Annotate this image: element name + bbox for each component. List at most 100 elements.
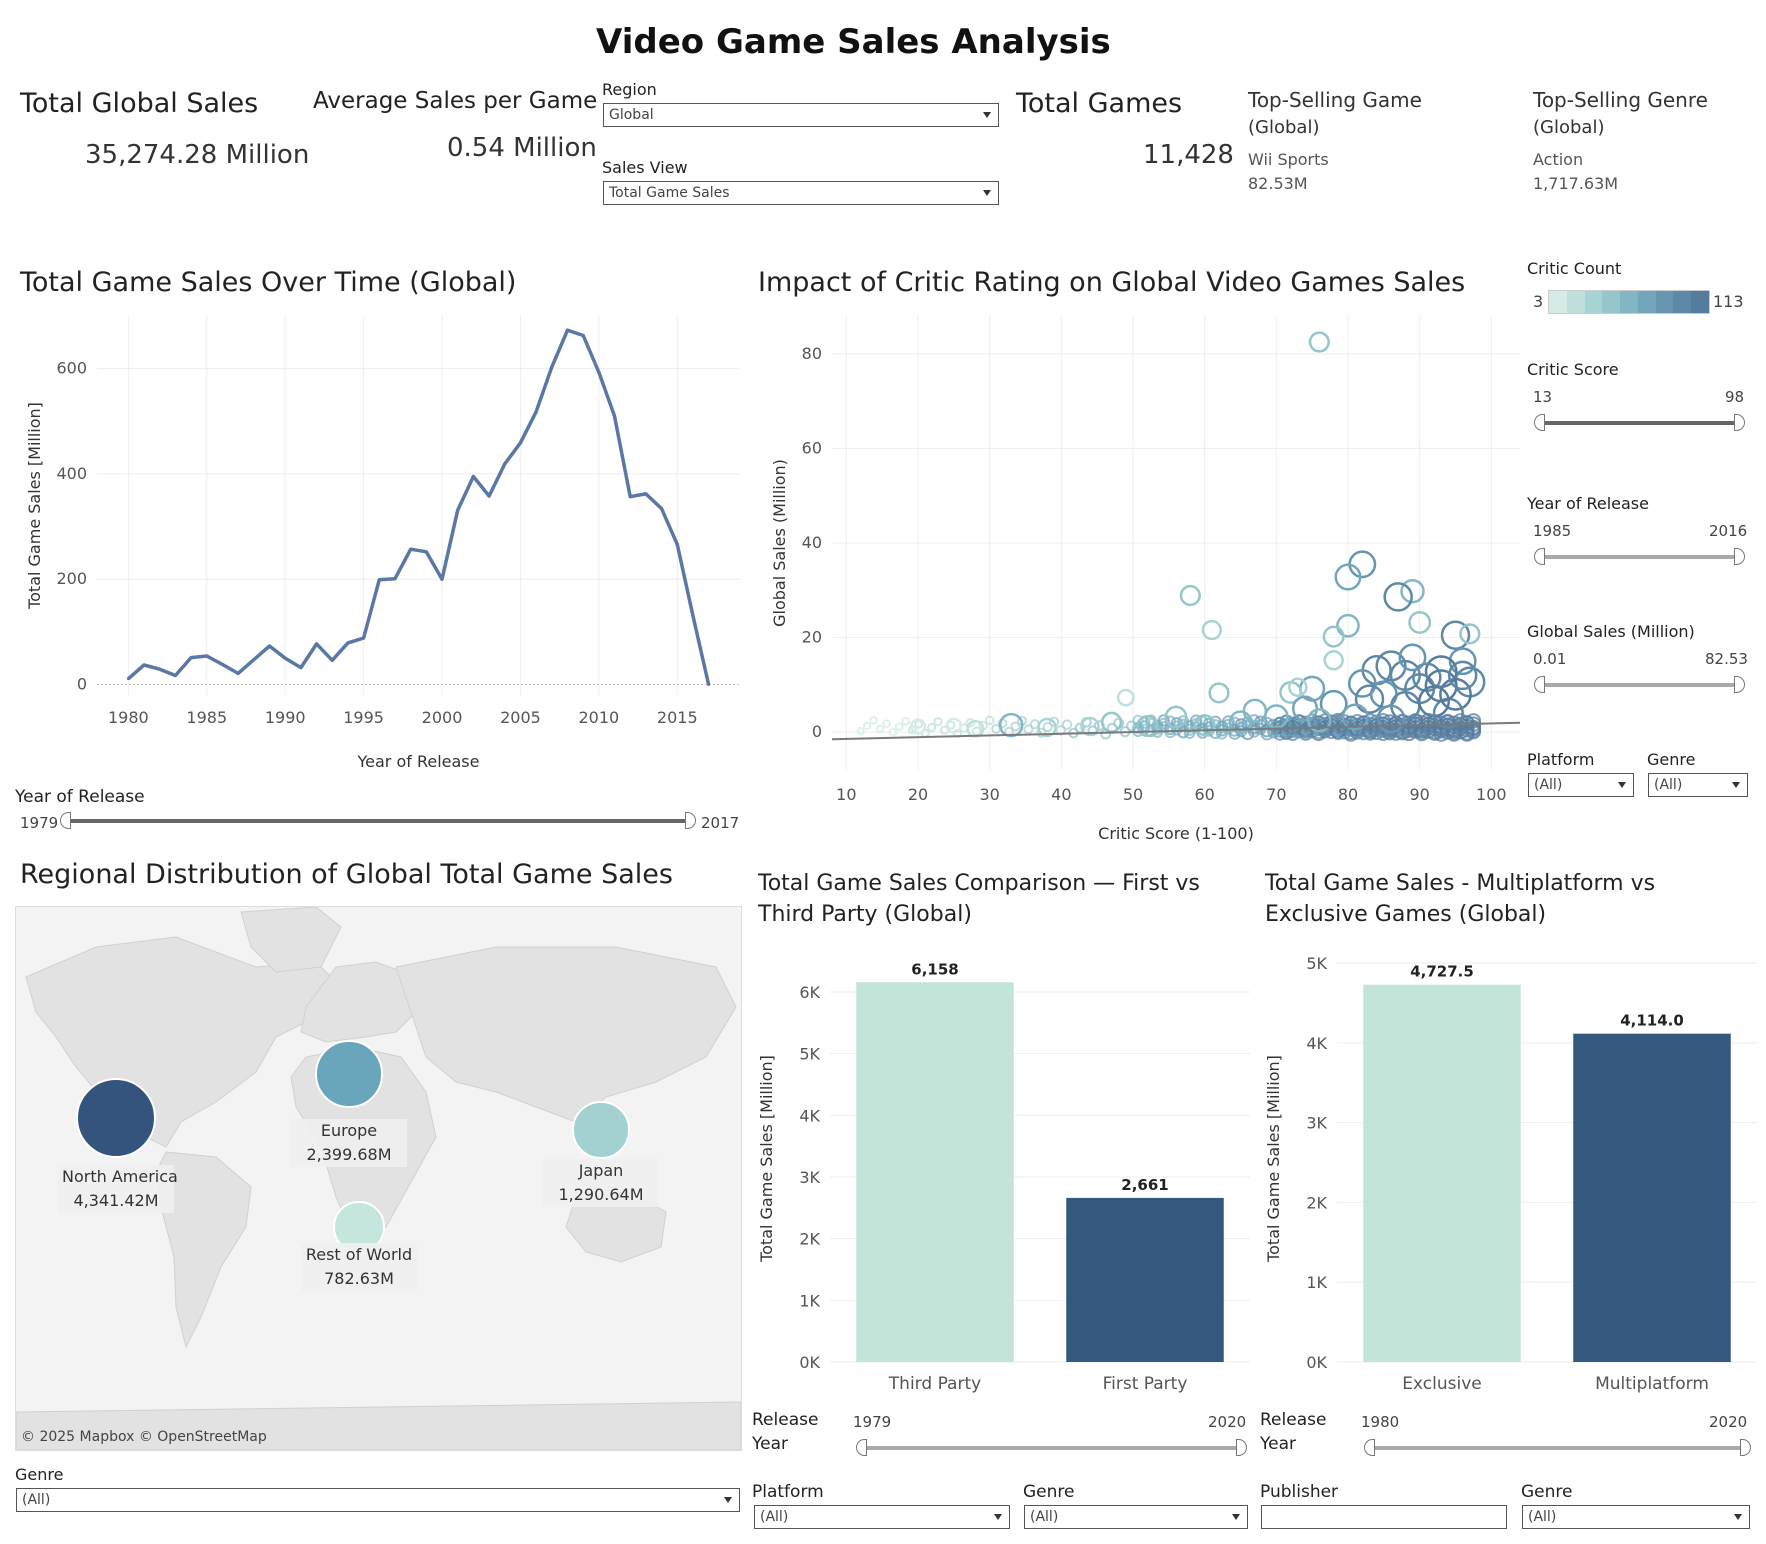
publisher-input[interactable] bbox=[1261, 1505, 1507, 1529]
y-tick-label: 400 bbox=[56, 464, 87, 483]
global-sales-slider-handle-min[interactable] bbox=[1534, 676, 1545, 693]
sales-data-point bbox=[142, 663, 146, 667]
party-slider-label-line2: Year bbox=[752, 1434, 788, 1454]
party-chart-title: Total Game Sales Comparison — First vs T… bbox=[758, 871, 1200, 927]
sales-data-point bbox=[409, 547, 413, 551]
multi-slider-handle-max[interactable] bbox=[1740, 1439, 1751, 1456]
party-slider-track[interactable] bbox=[862, 1446, 1242, 1450]
sales-view-dropdown[interactable]: Total Game Sales bbox=[603, 181, 999, 205]
chevron-down-icon bbox=[983, 190, 991, 196]
sales-data-point bbox=[362, 636, 366, 640]
critic-score-slider-handle-max[interactable] bbox=[1734, 414, 1745, 431]
sales-data-point bbox=[346, 641, 350, 645]
scatter-point bbox=[1323, 650, 1344, 671]
category-label: Exclusive bbox=[1402, 1374, 1481, 1394]
scatter-point bbox=[1164, 705, 1188, 729]
scatter-genre-dropdown[interactable]: (All) bbox=[1648, 773, 1748, 797]
region-label: North America 4,341.42M bbox=[58, 1165, 178, 1213]
global-sales-slider-track[interactable] bbox=[1540, 683, 1738, 687]
scatter-point bbox=[1042, 721, 1053, 733]
category-label: Multiplatform bbox=[1595, 1374, 1709, 1394]
chevron-down-icon bbox=[994, 1514, 1002, 1520]
party-genre-dropdown[interactable]: (All) bbox=[1024, 1505, 1248, 1529]
critic-score-slider-track[interactable] bbox=[1540, 421, 1738, 425]
scatter-point bbox=[909, 718, 927, 735]
multi-slider-handle-min[interactable] bbox=[1364, 1439, 1375, 1456]
y-tick-label: 1K bbox=[799, 1291, 820, 1310]
y-tick-label: 0 bbox=[812, 722, 822, 741]
scatter-year-filter-min: 1985 bbox=[1533, 522, 1572, 540]
scatter-point bbox=[1459, 623, 1481, 645]
scatter-point bbox=[1228, 710, 1253, 735]
scatter-point bbox=[1400, 578, 1425, 604]
y-tick-label: 20 bbox=[802, 628, 822, 647]
party-slider-handle-min[interactable] bbox=[856, 1439, 867, 1456]
x-tick-label: 70 bbox=[1266, 785, 1286, 804]
map-genre-dropdown[interactable]: (All) bbox=[16, 1488, 740, 1512]
scatter-point bbox=[1424, 669, 1458, 703]
trend-line bbox=[831, 721, 1521, 741]
line-year-slider-min: 1979 bbox=[20, 814, 59, 832]
line-year-slider-handle-min[interactable] bbox=[60, 812, 71, 829]
sales-data-point bbox=[471, 475, 475, 479]
regional-map[interactable]: North America 4,341.42M Europe 2,399.68M Jap… bbox=[15, 906, 742, 1451]
legend-color-step bbox=[1549, 291, 1567, 313]
region-bubble[interactable] bbox=[315, 1040, 383, 1108]
line-year-slider-track[interactable] bbox=[66, 819, 692, 823]
sales-data-point bbox=[518, 441, 522, 445]
region-bubble[interactable] bbox=[572, 1101, 630, 1159]
chevron-down-icon bbox=[724, 1497, 732, 1503]
sales-data-point bbox=[613, 414, 617, 418]
scatter-year-slider-handle-max[interactable] bbox=[1734, 548, 1745, 565]
x-tick-label: 1985 bbox=[186, 708, 227, 727]
sales-data-point bbox=[628, 495, 632, 499]
line-year-slider-handle-max[interactable] bbox=[685, 812, 696, 829]
global-sales-filter-label: Global Sales (Million) bbox=[1527, 622, 1695, 641]
scatter-point bbox=[1308, 331, 1330, 353]
kpi-top-game: Top-Selling Game (Global) Wii Sports 82.… bbox=[1248, 86, 1422, 196]
scatter-platform-dropdown[interactable]: (All) bbox=[1528, 773, 1634, 797]
sales-data-point bbox=[283, 656, 287, 660]
sales-data-point bbox=[440, 577, 444, 581]
sales-data-point bbox=[691, 614, 695, 618]
scatter-point bbox=[1383, 582, 1413, 612]
scatter-platform-filter-label: Platform bbox=[1527, 750, 1595, 769]
scatter-point bbox=[1080, 716, 1100, 737]
party-slider-handle-max[interactable] bbox=[1236, 1439, 1247, 1456]
region-name: Rest of World bbox=[305, 1245, 413, 1264]
bar bbox=[1066, 1197, 1224, 1362]
bar bbox=[1573, 1033, 1731, 1362]
region-bubble[interactable] bbox=[76, 1078, 156, 1158]
map-genre-dropdown-value: (All) bbox=[22, 1492, 51, 1508]
critic-count-color-ramp bbox=[1548, 290, 1710, 314]
scatter-point bbox=[1376, 704, 1406, 734]
sales-data-point bbox=[456, 508, 460, 512]
category-label: First Party bbox=[1103, 1374, 1188, 1394]
x-tick-label: 90 bbox=[1409, 785, 1429, 804]
critic-score-slider-handle-min[interactable] bbox=[1534, 414, 1545, 431]
critic-score-filter-min: 13 bbox=[1533, 388, 1553, 406]
scatter-year-slider-handle-min[interactable] bbox=[1534, 548, 1545, 565]
y-tick-label: 80 bbox=[802, 344, 822, 363]
y-tick-label: 4K bbox=[1306, 1034, 1327, 1053]
scatter-point bbox=[901, 716, 911, 726]
region-value: 4,341.42M bbox=[73, 1191, 159, 1210]
scatter-point bbox=[1319, 689, 1348, 718]
kpi-top-game-value: 82.53M bbox=[1248, 174, 1308, 193]
global-sales-slider-handle-max[interactable] bbox=[1734, 676, 1745, 693]
multi-genre-dropdown-value: (All) bbox=[1528, 1509, 1557, 1525]
scatter-point bbox=[1201, 619, 1223, 641]
scatter-genre-dropdown-value: (All) bbox=[1654, 777, 1683, 793]
y-tick-label: 600 bbox=[56, 359, 87, 378]
region-dropdown[interactable]: Global bbox=[603, 103, 999, 127]
scatter-year-slider-track[interactable] bbox=[1540, 555, 1738, 559]
multi-genre-dropdown[interactable]: (All) bbox=[1522, 1505, 1750, 1529]
chevron-down-icon bbox=[1732, 782, 1740, 788]
party-genre-dropdown-value: (All) bbox=[1030, 1509, 1059, 1525]
multi-slider-track[interactable] bbox=[1370, 1446, 1745, 1450]
y-tick-label: 2K bbox=[1306, 1193, 1327, 1212]
sales-data-point bbox=[205, 654, 209, 658]
party-platform-dropdown[interactable]: (All) bbox=[754, 1505, 1010, 1529]
scatter-point bbox=[1136, 715, 1159, 738]
scatter-point bbox=[1037, 717, 1057, 738]
